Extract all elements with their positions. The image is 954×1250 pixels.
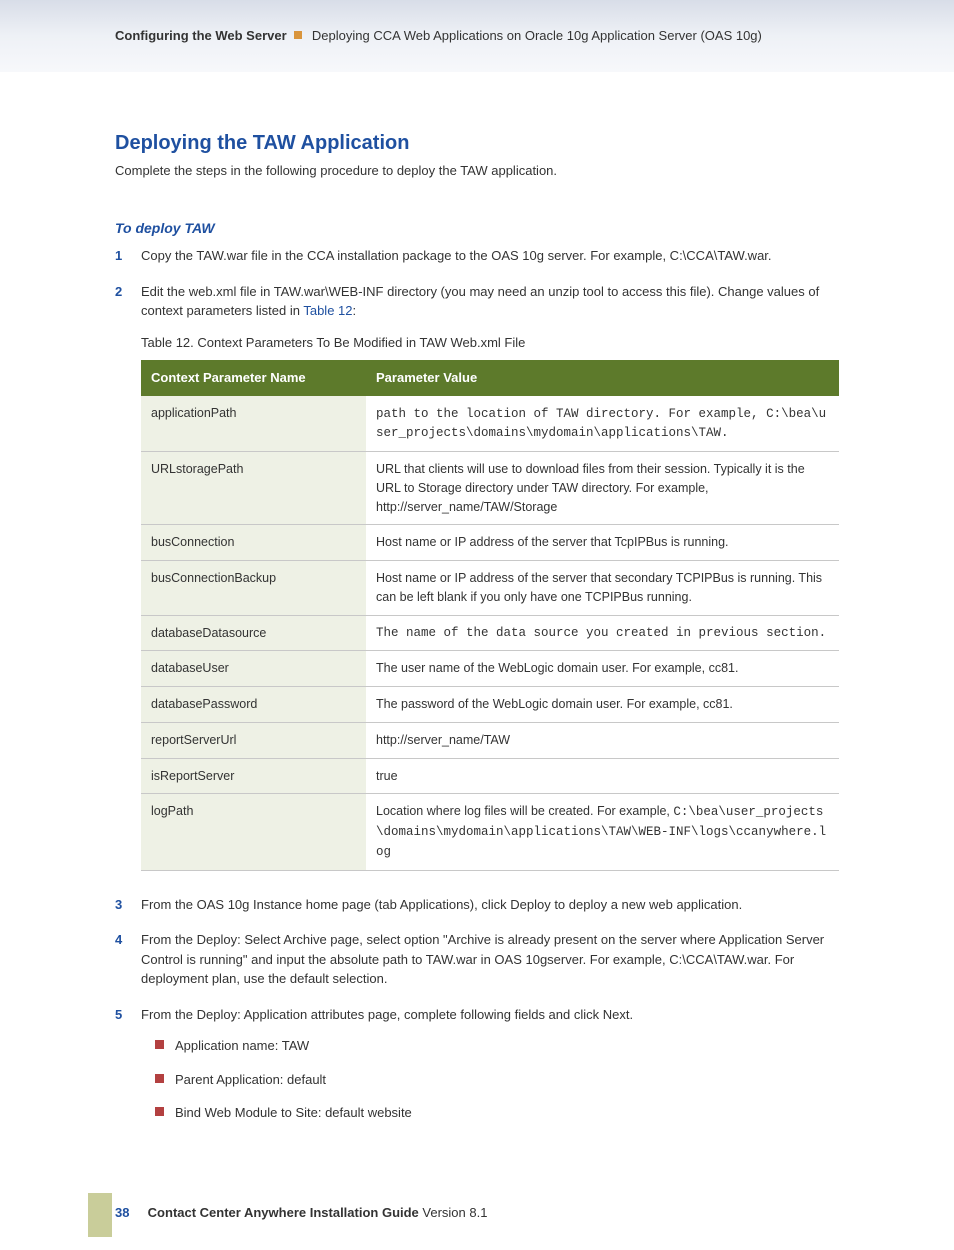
table-caption: Table 12. Context Parameters To Be Modif… bbox=[141, 333, 839, 353]
param-name: databaseDatasource bbox=[141, 615, 366, 651]
step-2: Edit the web.xml file in TAW.war\WEB-INF… bbox=[115, 282, 839, 871]
breadcrumb-bullet-icon bbox=[294, 31, 302, 39]
step-5-text: From the Deploy: Application attributes … bbox=[141, 1007, 633, 1022]
footer-text: 38 Contact Center Anywhere Installation … bbox=[0, 1199, 954, 1250]
table-row: reportServerUrl http://server_name/TAW bbox=[141, 722, 839, 758]
section-title: Deploying the TAW Application bbox=[115, 132, 839, 155]
steps-list: Copy the TAW.war file in the CCA install… bbox=[115, 246, 839, 1123]
table-row: databasePassword The password of the Web… bbox=[141, 687, 839, 723]
footer-title-rest: Version 8.1 bbox=[422, 1205, 487, 1220]
step-2-text-b: : bbox=[353, 303, 357, 318]
page-number: 38 bbox=[115, 1205, 129, 1220]
param-value: Location where log files will be created… bbox=[366, 794, 839, 870]
step-5: From the Deploy: Application attributes … bbox=[115, 1005, 839, 1123]
param-value: path to the location of TAW directory. F… bbox=[366, 396, 839, 452]
param-name: busConnectionBackup bbox=[141, 561, 366, 616]
param-name: URLstoragePath bbox=[141, 452, 366, 525]
col-header-value: Parameter Value bbox=[366, 360, 839, 396]
param-name: isReportServer bbox=[141, 758, 366, 794]
footer-title-bold: Contact Center Anywhere Installation Gui… bbox=[148, 1205, 423, 1220]
param-value: The user name of the WebLogic domain use… bbox=[366, 651, 839, 687]
table-row: busConnectionBackup Host name or IP addr… bbox=[141, 561, 839, 616]
list-item: Parent Application: default bbox=[141, 1070, 839, 1090]
footer-accent-bar bbox=[88, 1193, 112, 1237]
list-item: Bind Web Module to Site: default website bbox=[141, 1103, 839, 1123]
breadcrumb: Configuring the Web Server Deploying CCA… bbox=[115, 26, 894, 46]
param-value: The name of the data source you created … bbox=[366, 615, 839, 651]
table-row: isReportServer true bbox=[141, 758, 839, 794]
subsection-title: To deploy TAW bbox=[115, 220, 839, 236]
table-row: logPath Location where log files will be… bbox=[141, 794, 839, 870]
table-row: applicationPath path to the location of … bbox=[141, 396, 839, 452]
param-value: http://server_name/TAW bbox=[366, 722, 839, 758]
param-value: true bbox=[366, 758, 839, 794]
param-name: applicationPath bbox=[141, 396, 366, 452]
param-value: URL that clients will use to download fi… bbox=[366, 452, 839, 525]
step-3-text: From the OAS 10g Instance home page (tab… bbox=[141, 897, 742, 912]
page-header: Configuring the Web Server Deploying CCA… bbox=[0, 0, 954, 72]
breadcrumb-page: Deploying CCA Web Applications on Oracle… bbox=[312, 28, 762, 43]
list-item: Application name: TAW bbox=[141, 1036, 839, 1056]
step-1-text: Copy the TAW.war file in the CCA install… bbox=[141, 248, 772, 263]
param-value: The password of the WebLogic domain user… bbox=[366, 687, 839, 723]
intro-text: Complete the steps in the following proc… bbox=[115, 161, 839, 181]
step-1: Copy the TAW.war file in the CCA install… bbox=[115, 246, 839, 266]
param-name: reportServerUrl bbox=[141, 722, 366, 758]
step-4: From the Deploy: Select Archive page, se… bbox=[115, 930, 839, 989]
table-row: databaseDatasource The name of the data … bbox=[141, 615, 839, 651]
table-row: databaseUser The user name of the WebLog… bbox=[141, 651, 839, 687]
param-name: busConnection bbox=[141, 525, 366, 561]
param-value: Host name or IP address of the server th… bbox=[366, 525, 839, 561]
step-5-sublist: Application name: TAW Parent Application… bbox=[141, 1036, 839, 1123]
param-name: databasePassword bbox=[141, 687, 366, 723]
param-name: logPath bbox=[141, 794, 366, 870]
table-12-link[interactable]: Table 12 bbox=[303, 303, 352, 318]
step-4-text: From the Deploy: Select Archive page, se… bbox=[141, 932, 824, 986]
table-row: URLstoragePath URL that clients will use… bbox=[141, 452, 839, 525]
page-footer: 38 Contact Center Anywhere Installation … bbox=[0, 1199, 954, 1250]
col-header-name: Context Parameter Name bbox=[141, 360, 366, 396]
step-2-text-a: Edit the web.xml file in TAW.war\WEB-INF… bbox=[141, 284, 819, 319]
step-3: From the OAS 10g Instance home page (tab… bbox=[115, 895, 839, 915]
param-value: Host name or IP address of the server th… bbox=[366, 561, 839, 616]
params-table: Context Parameter Name Parameter Value a… bbox=[141, 360, 839, 871]
breadcrumb-section: Configuring the Web Server bbox=[115, 28, 287, 43]
param-name: databaseUser bbox=[141, 651, 366, 687]
table-row: busConnection Host name or IP address of… bbox=[141, 525, 839, 561]
page-content: Deploying the TAW Application Complete t… bbox=[0, 72, 954, 1159]
